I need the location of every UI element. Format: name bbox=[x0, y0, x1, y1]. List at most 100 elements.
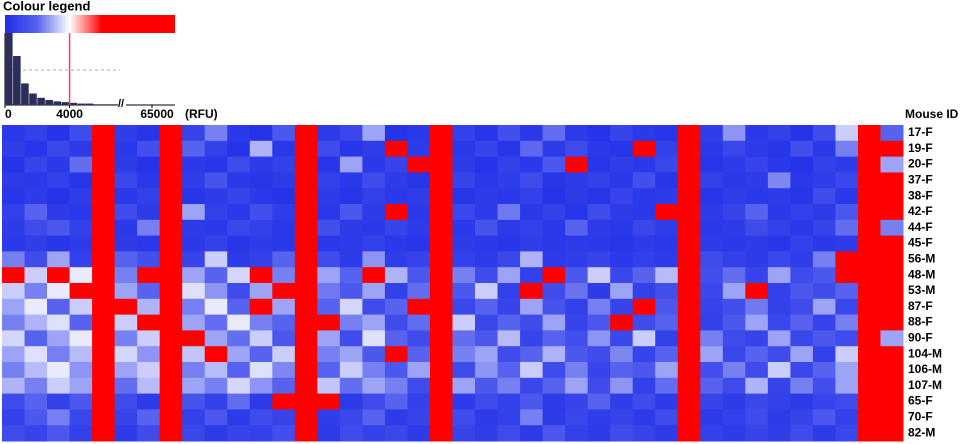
heatmap-cell bbox=[272, 188, 296, 205]
heatmap-cell bbox=[700, 283, 724, 300]
heatmap-cell bbox=[182, 346, 206, 363]
heatmap-cell bbox=[857, 393, 881, 410]
heatmap-cell bbox=[384, 204, 408, 221]
heatmap-cell bbox=[520, 251, 544, 268]
heatmap-cell bbox=[880, 314, 904, 331]
heatmap-cell bbox=[92, 204, 116, 221]
heatmap-cell bbox=[790, 188, 814, 205]
heatmap-cell bbox=[384, 251, 408, 268]
heatmap-cell bbox=[47, 393, 71, 410]
heatmap-cell bbox=[587, 204, 611, 221]
heatmap-cell bbox=[565, 377, 589, 395]
heatmap-cell bbox=[272, 235, 296, 252]
heatmap-cell bbox=[587, 377, 611, 395]
heatmap-cell bbox=[475, 377, 499, 395]
heatmap-cell bbox=[339, 125, 363, 142]
heatmap-cell bbox=[722, 377, 746, 395]
row-label: 53-M bbox=[908, 283, 935, 297]
row-label: 20-F bbox=[908, 157, 933, 171]
heatmap-cell bbox=[429, 235, 453, 252]
heatmap-cell bbox=[745, 125, 769, 142]
heatmap-cell bbox=[429, 219, 453, 237]
heatmap-cell bbox=[384, 362, 408, 379]
heatmap-cell bbox=[475, 235, 499, 252]
heatmap-cell bbox=[317, 330, 341, 347]
heatmap-cell bbox=[745, 267, 769, 284]
heatmap-cell bbox=[565, 188, 589, 205]
heatmap-cell bbox=[475, 298, 499, 316]
heatmap-cell bbox=[272, 172, 296, 189]
hist-bar bbox=[45, 99, 53, 105]
heatmap-cell bbox=[722, 172, 746, 189]
hist-bar bbox=[29, 93, 37, 105]
heatmap-cell bbox=[677, 219, 701, 237]
heatmap-cell bbox=[362, 298, 386, 316]
heatmap-cell bbox=[790, 425, 814, 442]
heatmap-cell bbox=[24, 362, 48, 379]
heatmap-cell bbox=[339, 219, 363, 237]
heatmap-cell bbox=[159, 125, 183, 142]
heatmap-cell bbox=[137, 330, 161, 347]
heatmap-cell bbox=[339, 283, 363, 300]
heatmap-cell bbox=[475, 251, 499, 268]
heatmap-cell bbox=[677, 362, 701, 379]
heatmap-cell bbox=[182, 283, 206, 300]
heatmap-cell bbox=[362, 362, 386, 379]
heatmap-cell bbox=[429, 156, 453, 173]
heatmap-cell bbox=[497, 283, 521, 300]
heatmap-cell bbox=[159, 156, 183, 173]
heatmap-cell bbox=[272, 156, 296, 173]
heatmap-cell bbox=[452, 362, 476, 379]
heatmap-cell bbox=[835, 409, 859, 426]
heatmap-cell bbox=[47, 140, 71, 158]
heatmap-cell bbox=[2, 362, 26, 379]
heatmap-cell bbox=[24, 235, 48, 252]
heatmap-cell bbox=[249, 283, 273, 300]
heatmap-cell bbox=[362, 409, 386, 426]
heatmap-cell bbox=[249, 346, 273, 363]
heatmap-cell bbox=[790, 298, 814, 316]
heatmap-cell bbox=[362, 219, 386, 237]
heatmap-cell bbox=[475, 330, 499, 347]
heatmap-cell bbox=[249, 235, 273, 252]
row-label: 104-M bbox=[908, 346, 942, 360]
heatmap-cell bbox=[69, 125, 93, 142]
heatmap-cell bbox=[317, 172, 341, 189]
heatmap-cell bbox=[294, 425, 318, 442]
heatmap-cell bbox=[587, 346, 611, 363]
heatmap-cell bbox=[790, 140, 814, 158]
heatmap-cell bbox=[700, 235, 724, 252]
row-label: 106-M bbox=[908, 362, 942, 376]
heatmap-cell bbox=[317, 188, 341, 205]
heatmap-cell bbox=[632, 140, 656, 158]
heatmap-cell bbox=[2, 156, 26, 173]
heatmap-cell bbox=[677, 298, 701, 316]
heatmap-cell bbox=[227, 188, 251, 205]
heatmap-cell bbox=[880, 330, 904, 347]
heatmap-cell bbox=[294, 362, 318, 379]
heatmap-cell bbox=[722, 393, 746, 410]
heatmap-cell bbox=[114, 172, 138, 189]
heatmap-cell bbox=[542, 172, 566, 189]
heatmap-cell bbox=[204, 204, 228, 221]
heatmap-cell bbox=[790, 172, 814, 189]
heatmap-cell bbox=[114, 283, 138, 300]
heatmap-cell bbox=[857, 362, 881, 379]
heatmap-cell bbox=[159, 267, 183, 284]
heatmap-cell bbox=[204, 298, 228, 316]
heatmap-cell bbox=[272, 346, 296, 363]
heatmap-cell bbox=[294, 235, 318, 252]
heatmap-cell bbox=[677, 283, 701, 300]
heatmap-cell bbox=[520, 362, 544, 379]
heatmap-cell bbox=[700, 362, 724, 379]
heatmap-cell bbox=[227, 377, 251, 395]
hist-bar bbox=[21, 83, 29, 105]
heatmap-cell bbox=[339, 298, 363, 316]
heatmap-cell bbox=[565, 219, 589, 237]
heatmap-cell bbox=[2, 125, 26, 142]
heatmap-cell bbox=[114, 251, 138, 268]
heatmap-cell bbox=[384, 156, 408, 173]
heatmap-cell bbox=[2, 188, 26, 205]
heatmap-cell bbox=[520, 267, 544, 284]
heatmap-cell bbox=[722, 362, 746, 379]
